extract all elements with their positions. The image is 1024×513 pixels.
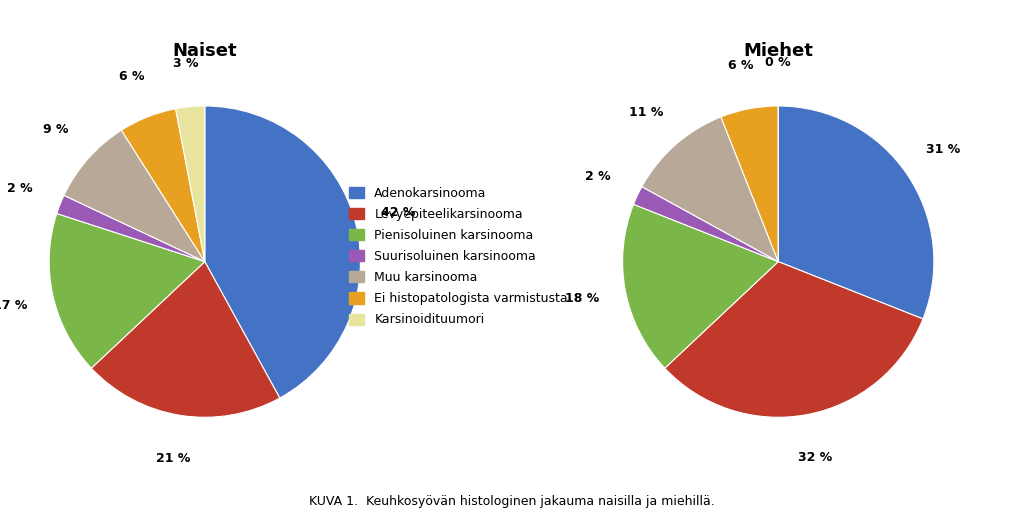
Legend: Adenokarsinooma, Levyepiteelikarsinooma, Pienisoluinen karsinooma, Suurisoluinen: Adenokarsinooma, Levyepiteelikarsinooma,…: [349, 187, 568, 326]
Wedge shape: [778, 106, 934, 319]
Wedge shape: [205, 106, 360, 398]
Wedge shape: [176, 106, 205, 262]
Wedge shape: [623, 204, 778, 368]
Text: 18 %: 18 %: [565, 292, 600, 305]
Wedge shape: [56, 195, 205, 262]
Text: 42 %: 42 %: [381, 206, 415, 219]
Text: 21 %: 21 %: [157, 452, 190, 465]
Text: 32 %: 32 %: [799, 451, 833, 464]
Text: 2 %: 2 %: [7, 182, 33, 195]
Text: 11 %: 11 %: [630, 106, 664, 119]
Text: 9 %: 9 %: [43, 124, 69, 136]
Text: 6 %: 6 %: [119, 70, 144, 83]
Wedge shape: [63, 130, 205, 262]
Text: 31 %: 31 %: [926, 143, 961, 156]
Text: 3 %: 3 %: [173, 57, 199, 70]
Text: KUVA 1.  Keuhkosyövän histologinen jakauma naisilla ja miehillä.: KUVA 1. Keuhkosyövän histologinen jakaum…: [309, 495, 715, 508]
Title: Miehet: Miehet: [743, 42, 813, 60]
Wedge shape: [91, 262, 280, 417]
Text: 6 %: 6 %: [728, 60, 754, 72]
Wedge shape: [642, 117, 778, 262]
Text: 17 %: 17 %: [0, 299, 28, 311]
Wedge shape: [721, 106, 778, 262]
Wedge shape: [122, 109, 205, 262]
Wedge shape: [665, 262, 923, 417]
Text: 2 %: 2 %: [585, 170, 610, 183]
Text: 0 %: 0 %: [765, 56, 792, 69]
Wedge shape: [634, 187, 778, 262]
Wedge shape: [49, 213, 205, 368]
Title: Naiset: Naiset: [172, 42, 238, 60]
